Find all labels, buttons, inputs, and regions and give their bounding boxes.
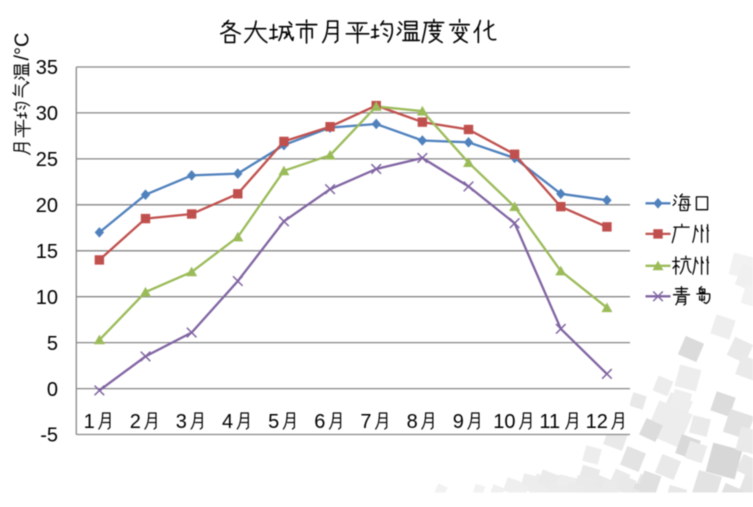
svg-text:5: 5 [268, 411, 279, 433]
svg-text:11: 11 [539, 411, 560, 433]
svg-text:6: 6 [314, 411, 325, 433]
svg-text:4: 4 [222, 411, 233, 433]
svg-text:25: 25 [36, 149, 58, 171]
svg-text:8: 8 [407, 411, 418, 433]
svg-text:10: 10 [36, 287, 58, 309]
svg-text:7: 7 [360, 411, 371, 433]
svg-text:9: 9 [453, 411, 464, 433]
svg-text:15: 15 [36, 241, 58, 263]
svg-text:1: 1 [84, 411, 95, 433]
svg-text:-5: -5 [40, 425, 58, 447]
svg-text:20: 20 [36, 195, 58, 217]
svg-text:0: 0 [47, 379, 58, 401]
svg-text:2: 2 [130, 411, 141, 433]
svg-text:10: 10 [493, 411, 515, 433]
svg-text:12: 12 [586, 411, 608, 433]
svg-text:5: 5 [47, 333, 58, 355]
svg-text:30: 30 [36, 103, 58, 125]
svg-text:35: 35 [36, 57, 58, 79]
svg-text:3: 3 [176, 411, 187, 433]
svg-text:/°C: /°C [12, 33, 34, 61]
